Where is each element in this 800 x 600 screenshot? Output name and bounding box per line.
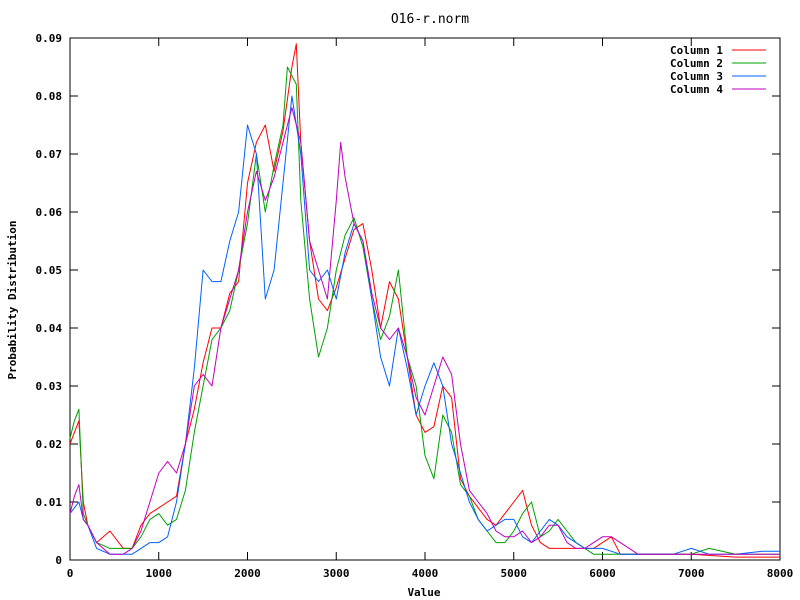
y-tick-label: 0.03	[36, 380, 63, 393]
chart-title: O16-r.norm	[391, 12, 469, 27]
x-tick-label: 4000	[412, 567, 439, 580]
y-tick-label: 0.09	[36, 32, 63, 45]
series-line-4	[69, 107, 780, 555]
x-tick-label: 0	[67, 567, 74, 580]
y-tick-label: 0.07	[36, 148, 63, 161]
y-tick-label: 0.05	[36, 264, 63, 277]
x-tick-label: 3000	[323, 567, 350, 580]
x-tick-label: 6000	[589, 567, 616, 580]
series-layer	[69, 43, 780, 558]
y-axis-label: Probability Distribution	[6, 221, 19, 380]
legend-label: Column 4	[670, 83, 723, 96]
y-tick-label: 0.02	[36, 438, 63, 451]
x-tick-label: 7000	[678, 567, 705, 580]
legend-label: Column 1	[670, 44, 723, 57]
y-tick-label: 0.04	[36, 322, 63, 335]
y-tick-label: 0.06	[36, 206, 63, 219]
x-tick-label: 5000	[501, 567, 528, 580]
y-tick-label: 0.08	[36, 90, 63, 103]
axis-ticks: 0 1000 2000 3000 4000 5000 6000 7000 8000 0 0.01 0.…	[36, 32, 794, 580]
x-tick-label: 1000	[146, 567, 173, 580]
x-axis-label: Value	[407, 586, 440, 599]
y-tick-label: 0	[55, 554, 62, 567]
legend-label: Column 2	[670, 57, 723, 70]
legend-label: Column 3	[670, 70, 723, 83]
series-line-1	[69, 43, 780, 558]
y-tick-label: 0.01	[36, 496, 63, 509]
x-tick-label: 2000	[234, 567, 261, 580]
x-tick-label: 8000	[767, 567, 794, 580]
